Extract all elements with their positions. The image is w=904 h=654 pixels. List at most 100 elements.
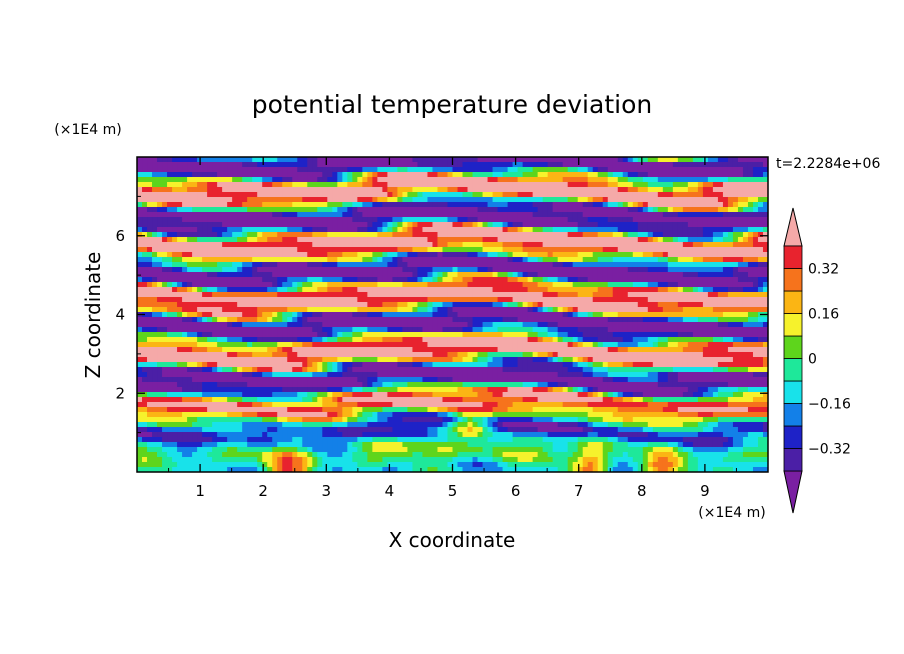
heatmap-cell: [417, 252, 424, 258]
heatmap-cell: [267, 257, 273, 263]
heatmap-cell: [737, 157, 744, 163]
heatmap-cell: [267, 182, 273, 188]
heatmap-cell: [717, 337, 724, 343]
heatmap-cell: [177, 307, 183, 313]
heatmap-cell: [187, 162, 193, 168]
heatmap-cell: [672, 192, 679, 198]
heatmap-cell: [502, 262, 509, 268]
heatmap-cell: [367, 222, 373, 228]
heatmap-cell: [627, 227, 634, 233]
heatmap-cell: [237, 162, 243, 168]
heatmap-cell: [752, 267, 759, 273]
heatmap-cell: [667, 307, 674, 313]
heatmap-cell: [372, 257, 378, 263]
heatmap-cell: [472, 272, 479, 278]
heatmap-cell: [412, 352, 419, 358]
heatmap-cell: [167, 347, 173, 353]
heatmap-cell: [322, 337, 328, 343]
heatmap-cell: [422, 267, 429, 273]
heatmap-cell: [567, 162, 574, 168]
heatmap-cell: [682, 207, 689, 213]
heatmap-cell: [637, 312, 644, 318]
heatmap-cell: [717, 172, 724, 178]
heatmap-cell: [697, 192, 704, 198]
heatmap-cell: [302, 222, 308, 228]
heatmap-cell: [287, 187, 293, 193]
heatmap-cell: [412, 322, 419, 328]
heatmap-cell: [562, 337, 569, 343]
heatmap-cell: [512, 227, 519, 233]
heatmap-cell: [287, 257, 293, 263]
heatmap-cell: [732, 322, 739, 328]
heatmap-cell: [632, 177, 639, 183]
heatmap-cell: [757, 252, 764, 258]
heatmap-cell: [347, 232, 353, 238]
heatmap-cell: [517, 332, 524, 338]
heatmap-cell: [752, 322, 759, 328]
heatmap-cell: [507, 262, 514, 268]
heatmap-cell: [507, 162, 514, 168]
heatmap-cell: [357, 272, 363, 278]
heatmap-cell: [622, 232, 629, 238]
heatmap-cell: [597, 192, 604, 198]
heatmap-cell: [692, 322, 699, 328]
heatmap-cell: [567, 202, 574, 208]
heatmap-cell: [527, 192, 534, 198]
heatmap-cell: [147, 212, 153, 218]
heatmap-cell: [652, 257, 659, 263]
heatmap-cell: [652, 307, 659, 313]
heatmap-cell: [482, 247, 489, 253]
heatmap-cell: [352, 297, 358, 303]
heatmap-cell: [182, 342, 188, 348]
heatmap-cell: [697, 232, 704, 238]
heatmap-cell: [757, 227, 764, 233]
heatmap-cell: [347, 297, 353, 303]
heatmap-cell: [297, 282, 303, 288]
heatmap-cell: [752, 227, 759, 233]
heatmap-cell: [647, 297, 654, 303]
heatmap-cell: [452, 342, 459, 348]
heatmap-cell: [622, 332, 629, 338]
heatmap-cell: [267, 237, 273, 243]
heatmap-cell: [317, 287, 323, 293]
heatmap-cell: [177, 322, 183, 328]
heatmap-cell: [337, 222, 343, 228]
heatmap-cell: [512, 217, 519, 223]
heatmap-cell: [142, 292, 148, 298]
heatmap-cell: [242, 212, 248, 218]
heatmap-cell: [407, 207, 414, 213]
heatmap-cell: [302, 302, 308, 308]
heatmap-cell: [252, 287, 258, 293]
heatmap-cell: [217, 272, 223, 278]
heatmap-cell: [722, 282, 729, 288]
heatmap-cell: [457, 277, 464, 283]
heatmap-cell: [212, 352, 218, 358]
heatmap-cell: [157, 262, 163, 268]
heatmap-cell: [267, 232, 273, 238]
heatmap-cell: [242, 282, 248, 288]
heatmap-cell: [732, 207, 739, 213]
heatmap-cell: [427, 217, 434, 223]
heatmap-cell: [477, 157, 484, 163]
heatmap-cell: [322, 167, 328, 173]
heatmap-cell: [422, 197, 429, 203]
heatmap-cell: [252, 322, 258, 328]
heatmap-cell: [647, 227, 654, 233]
heatmap-cell: [522, 312, 529, 318]
heatmap-cell: [412, 207, 419, 213]
heatmap-cell: [437, 222, 444, 228]
heatmap-cell: [552, 167, 559, 173]
heatmap-cell: [762, 327, 768, 333]
heatmap-cell: [597, 277, 604, 283]
heatmap-cell: [542, 227, 549, 233]
heatmap-cell: [527, 252, 534, 258]
heatmap-cell: [202, 302, 208, 308]
heatmap-cell: [157, 337, 163, 343]
heatmap-cell: [762, 252, 768, 258]
heatmap-cell: [352, 242, 358, 248]
heatmap-cell: [437, 262, 444, 268]
heatmap-cell: [237, 352, 243, 358]
heatmap-cell: [562, 277, 569, 283]
heatmap-cell: [657, 267, 664, 273]
heatmap-cell: [742, 272, 749, 278]
